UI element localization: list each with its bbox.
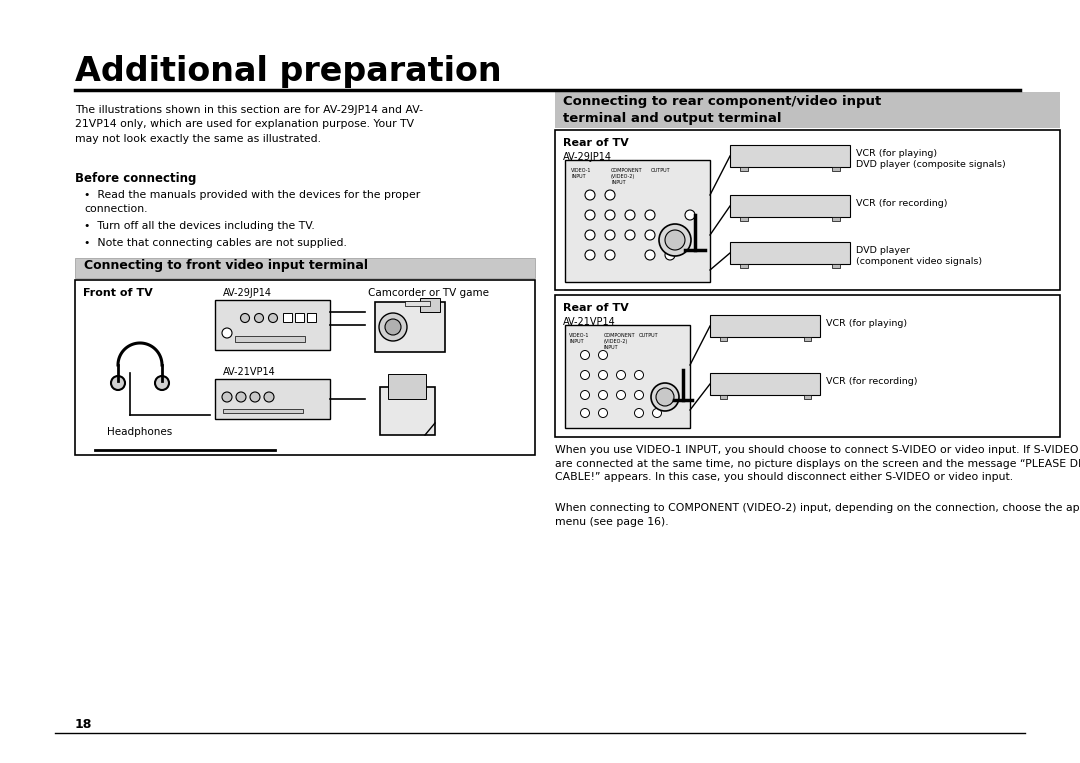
Text: COMPONENT
(VIDEO-2)
INPUT: COMPONENT (VIDEO-2) INPUT (611, 168, 643, 185)
Bar (740, 167, 748, 171)
Bar (740, 264, 748, 268)
Text: AV-29JP14: AV-29JP14 (563, 152, 612, 162)
Text: Rear of TV: Rear of TV (563, 303, 629, 313)
Bar (720, 395, 727, 399)
Bar (215, 379, 330, 419)
Circle shape (598, 391, 607, 400)
Text: •  Note that connecting cables are not supplied.: • Note that connecting cables are not su… (84, 238, 347, 248)
Text: VCR (for recording): VCR (for recording) (826, 377, 918, 386)
Text: VCR (for recording): VCR (for recording) (856, 199, 947, 208)
Text: When connecting to COMPONENT (VIDEO-2) input, depending on the connection, choos: When connecting to COMPONENT (VIDEO-2) i… (555, 503, 1080, 526)
Text: AV-21VP14: AV-21VP14 (563, 317, 616, 327)
Bar (710, 315, 820, 337)
Circle shape (111, 376, 125, 390)
Circle shape (264, 392, 274, 402)
Circle shape (585, 210, 595, 220)
Circle shape (384, 319, 401, 335)
Circle shape (585, 250, 595, 260)
Circle shape (625, 230, 635, 240)
Circle shape (581, 350, 590, 359)
Circle shape (605, 210, 615, 220)
Text: AV-29JP14: AV-29JP14 (222, 288, 272, 298)
Circle shape (605, 190, 615, 200)
Bar (832, 264, 840, 268)
Bar (710, 373, 820, 395)
Text: •  Read the manuals provided with the devices for the proper
connection.: • Read the manuals provided with the dev… (84, 190, 420, 214)
Circle shape (585, 190, 595, 200)
Circle shape (665, 250, 675, 260)
Bar (730, 145, 850, 167)
Text: When you use VIDEO-1 INPUT, you should choose to connect S-VIDEO or video input.: When you use VIDEO-1 INPUT, you should c… (555, 445, 1080, 482)
Circle shape (635, 408, 644, 417)
Bar (380, 387, 435, 435)
Circle shape (645, 230, 654, 240)
Circle shape (581, 408, 590, 417)
Bar (832, 217, 840, 221)
Bar (740, 217, 748, 221)
Text: AV-21VP14: AV-21VP14 (222, 367, 275, 377)
Circle shape (665, 230, 675, 240)
Circle shape (625, 210, 635, 220)
Bar (222, 409, 303, 413)
Text: VCR (for playing)
DVD player (composite signals): VCR (for playing) DVD player (composite … (856, 149, 1005, 169)
Bar (375, 302, 445, 352)
Circle shape (651, 383, 679, 411)
Text: Connecting to rear component/video input
terminal and output terminal: Connecting to rear component/video input… (563, 95, 881, 125)
Circle shape (656, 388, 674, 406)
Circle shape (222, 392, 232, 402)
Circle shape (249, 392, 260, 402)
Text: Camcorder or TV game: Camcorder or TV game (368, 288, 489, 298)
Circle shape (585, 230, 595, 240)
Text: •  Turn off all the devices including the TV.: • Turn off all the devices including the… (84, 221, 314, 231)
Bar (555, 92, 1059, 128)
Bar (555, 295, 1059, 437)
Circle shape (156, 376, 168, 390)
Bar (804, 337, 811, 341)
Bar (235, 336, 305, 342)
Bar (832, 167, 840, 171)
Text: VIDEO-1
INPUT: VIDEO-1 INPUT (571, 168, 592, 179)
Circle shape (617, 391, 625, 400)
Bar (804, 395, 811, 399)
Circle shape (222, 328, 232, 338)
Circle shape (605, 250, 615, 260)
Text: Headphones: Headphones (107, 427, 173, 437)
Text: 18: 18 (75, 718, 93, 731)
Circle shape (659, 224, 691, 256)
Circle shape (379, 313, 407, 341)
Text: Front of TV: Front of TV (83, 288, 152, 298)
Circle shape (645, 250, 654, 260)
Bar (75, 258, 535, 278)
Text: COMPONENT
(VIDEO-2)
INPUT: COMPONENT (VIDEO-2) INPUT (604, 333, 636, 349)
Circle shape (685, 210, 696, 220)
Text: DVD player
(component video signals): DVD player (component video signals) (856, 246, 982, 266)
Bar (720, 337, 727, 341)
Bar (405, 301, 430, 306)
Bar (730, 242, 850, 264)
Circle shape (645, 210, 654, 220)
Text: OUTPUT: OUTPUT (651, 168, 671, 173)
Text: VCR (for playing): VCR (for playing) (826, 319, 907, 328)
Text: Connecting to front video input terminal: Connecting to front video input terminal (84, 259, 368, 272)
Circle shape (605, 230, 615, 240)
Text: Rear of TV: Rear of TV (563, 138, 629, 148)
Bar (420, 298, 440, 312)
Bar (215, 300, 330, 350)
Circle shape (237, 392, 246, 402)
Bar (75, 280, 535, 455)
Bar (388, 374, 426, 399)
Bar (565, 325, 690, 428)
Bar (555, 130, 1059, 290)
Circle shape (635, 371, 644, 379)
Text: Additional preparation: Additional preparation (75, 55, 501, 88)
Circle shape (255, 314, 264, 323)
Circle shape (581, 391, 590, 400)
Bar (283, 313, 292, 322)
Bar (295, 313, 303, 322)
Text: The illustrations shown in this section are for AV-29JP14 and AV-
21VP14 only, w: The illustrations shown in this section … (75, 105, 423, 143)
Circle shape (598, 408, 607, 417)
Text: VIDEO-1
INPUT: VIDEO-1 INPUT (569, 333, 590, 344)
Circle shape (635, 391, 644, 400)
Bar (730, 195, 850, 217)
Circle shape (269, 314, 278, 323)
